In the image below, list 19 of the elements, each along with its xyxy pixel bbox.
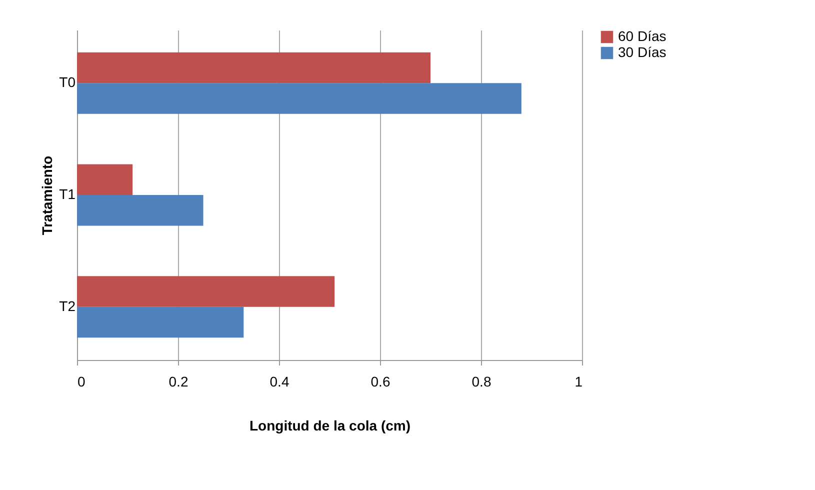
- x-tick-label: 0.8: [472, 374, 492, 390]
- x-tick-label: 0: [78, 374, 86, 390]
- y-tick-label: T2: [59, 298, 76, 314]
- x-tick-label: 0.6: [370, 374, 390, 390]
- y-tick-label: T0: [59, 74, 76, 90]
- bar: [77, 276, 335, 307]
- x-tick-label: 0.4: [270, 374, 290, 390]
- x-axis-title: Longitud de la cola (cm): [249, 418, 411, 434]
- x-tick-label: 0.2: [168, 374, 188, 390]
- legend-label: 60 Días: [618, 28, 666, 44]
- y-axis-title: Tratamiento: [39, 156, 56, 236]
- bar: [77, 164, 133, 195]
- legend-label: 30 Días: [618, 44, 666, 60]
- x-tick-label: 1: [574, 374, 583, 390]
- bar: [77, 195, 204, 226]
- bar: [77, 306, 244, 338]
- bar: [77, 52, 430, 84]
- y-tick-label: T1: [59, 186, 76, 202]
- bar: [77, 83, 522, 114]
